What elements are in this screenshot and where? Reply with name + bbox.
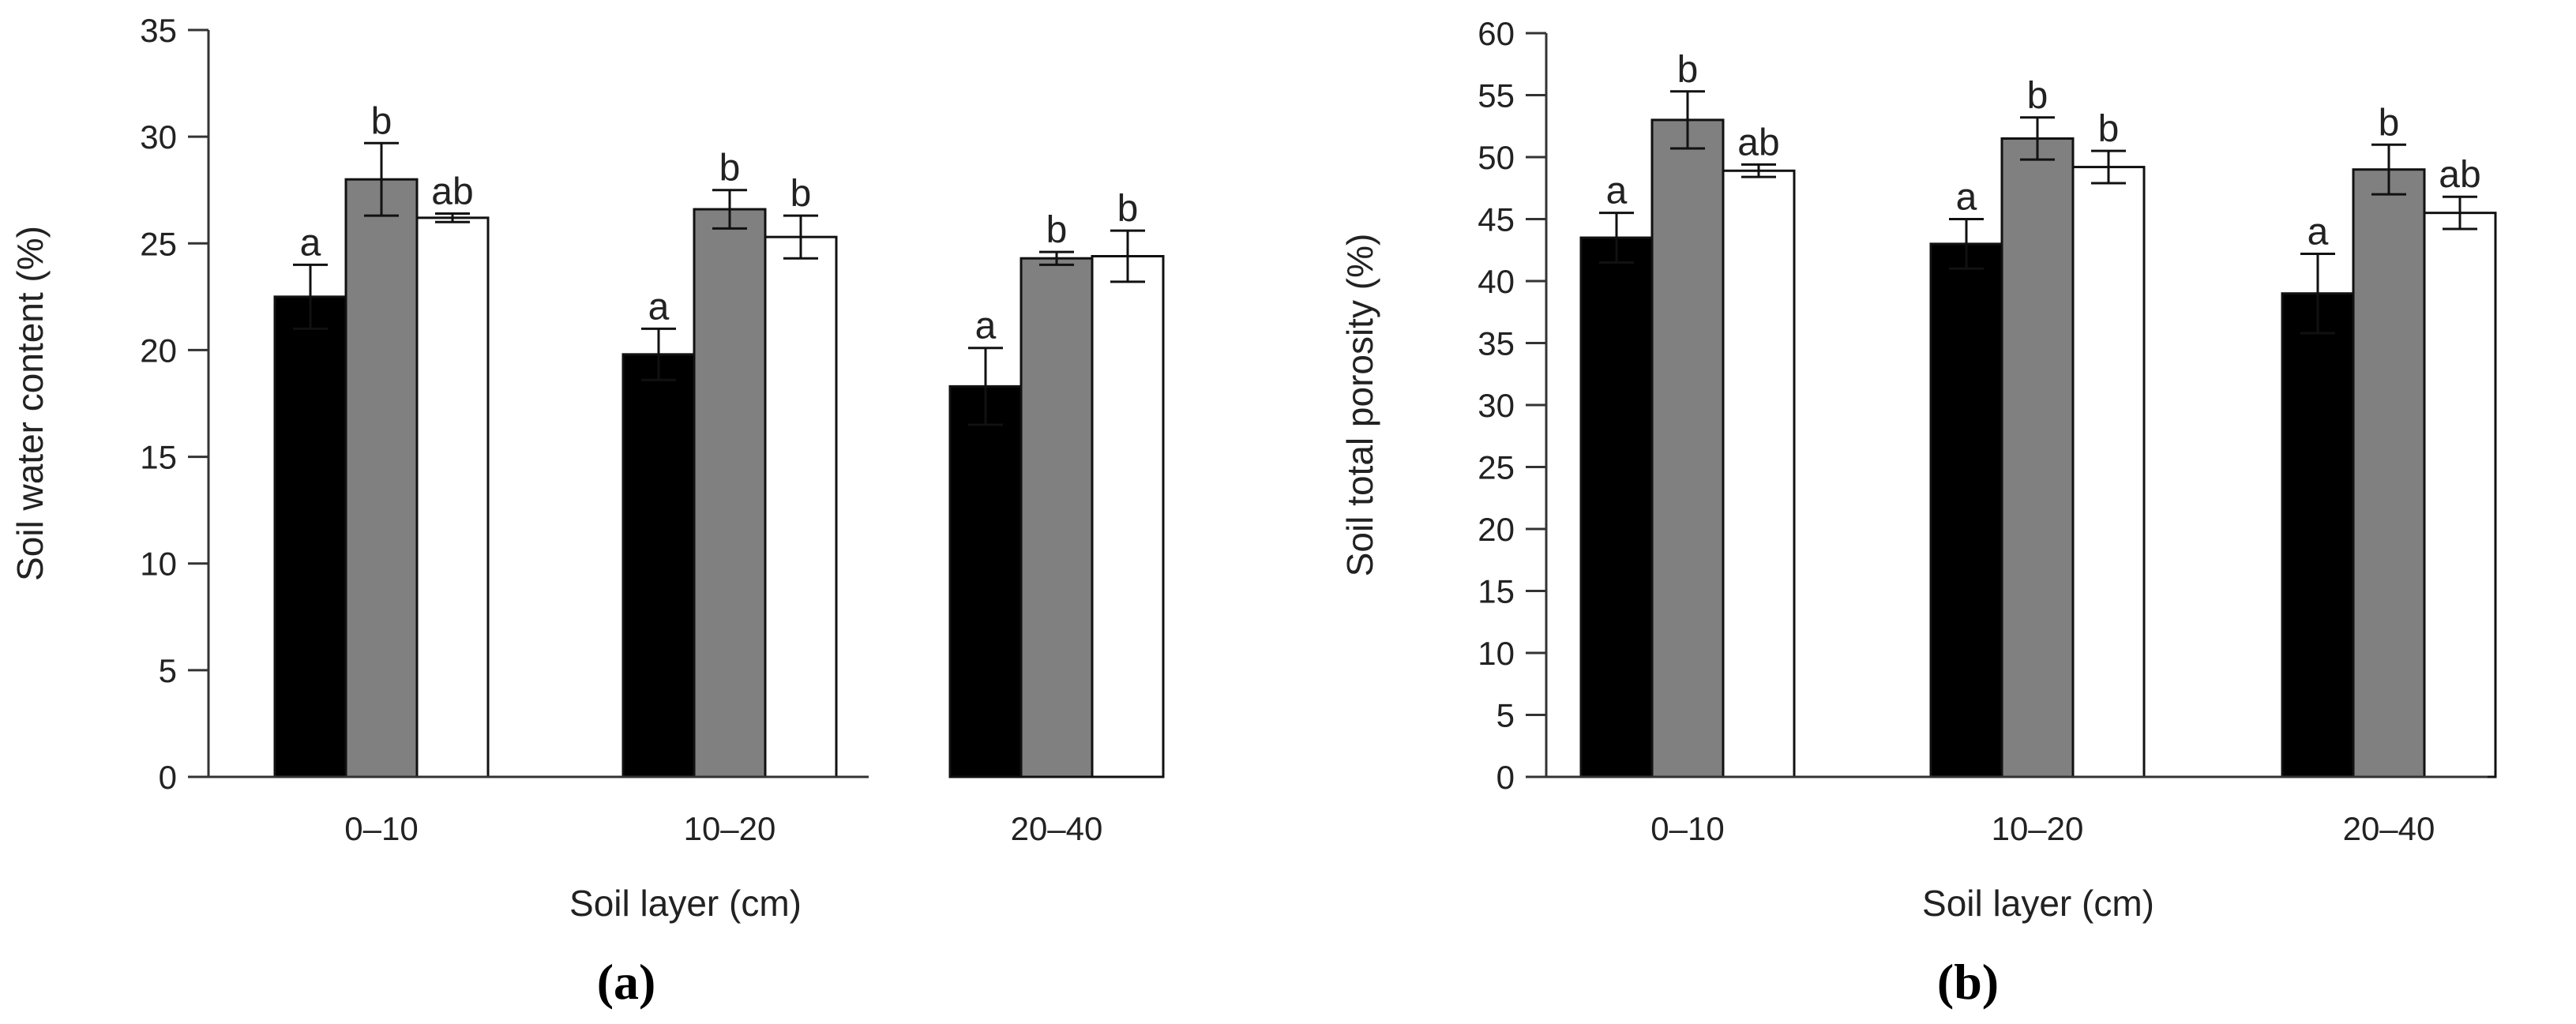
y-tick-label: 10 — [140, 546, 177, 583]
y-tick-label: 35 — [140, 12, 177, 49]
y-tick-label: 50 — [1478, 139, 1515, 176]
bar — [1929, 242, 2003, 778]
bar — [2352, 168, 2426, 778]
bar — [2071, 166, 2146, 778]
x-tick-label: 10–20 — [1992, 810, 2084, 847]
bar — [2423, 212, 2497, 778]
chart-b: abab0–10abb10–20abab20–40051015202530354… — [1339, 15, 2497, 1010]
bar — [1722, 169, 1796, 778]
significance-label: a — [300, 222, 321, 264]
y-tick-label: 25 — [140, 225, 177, 262]
bar — [621, 353, 696, 778]
y-tick-label: 30 — [140, 118, 177, 156]
significance-label: b — [1046, 209, 1068, 251]
significance-label: b — [371, 100, 392, 142]
significance-label: b — [790, 173, 812, 215]
bar — [344, 178, 419, 778]
bar — [2000, 137, 2075, 778]
significance-label: ab — [2439, 154, 2480, 196]
significance-label: b — [1117, 188, 1139, 230]
significance-label: a — [2308, 211, 2329, 253]
bar — [1091, 255, 1165, 778]
y-tick-label: 20 — [140, 332, 177, 369]
y-axis-label: Soil total porosity (%) — [1339, 234, 1380, 577]
bar — [1020, 257, 1094, 778]
significance-label: b — [2098, 108, 2120, 150]
y-tick-label: 30 — [1478, 387, 1515, 424]
significance-label: b — [2379, 102, 2400, 144]
y-tick-label: 45 — [1478, 201, 1515, 238]
y-tick-label: 25 — [1478, 449, 1515, 486]
significance-label: ab — [431, 171, 473, 212]
significance-label: a — [648, 286, 670, 328]
y-tick-label: 5 — [159, 652, 177, 689]
x-axis-label: Soil layer (cm) — [569, 883, 802, 924]
significance-label: a — [1606, 171, 1628, 212]
y-tick-label: 15 — [140, 439, 177, 476]
y-tick-label: 15 — [1478, 573, 1515, 610]
significance-label: ab — [1737, 122, 1779, 163]
bar — [948, 384, 1023, 778]
x-tick-label: 0–10 — [1650, 810, 1724, 847]
panel-label: (b) — [1937, 954, 1999, 1010]
y-tick-label: 55 — [1478, 77, 1515, 114]
significance-label: b — [719, 148, 741, 189]
y-tick-label: 5 — [1496, 697, 1515, 734]
bar — [273, 295, 347, 778]
chart-a: abab0–10abb10–20abb20–4005101520253035So… — [9, 12, 1165, 1010]
panel-label: (a) — [597, 954, 656, 1010]
bar — [415, 216, 490, 778]
x-tick-label: 20–40 — [1011, 810, 1103, 847]
significance-label: a — [1956, 177, 1977, 219]
bar — [693, 208, 767, 778]
significance-label: b — [1677, 49, 1699, 91]
bar — [764, 235, 838, 778]
significance-label: b — [2027, 75, 2048, 117]
bar — [1579, 236, 1654, 778]
x-axis-label: Soil layer (cm) — [1922, 883, 2154, 924]
y-tick-label: 10 — [1478, 635, 1515, 672]
x-tick-label: 20–40 — [2343, 810, 2435, 847]
y-tick-label: 20 — [1478, 511, 1515, 548]
y-tick-label: 60 — [1478, 15, 1515, 52]
y-axis-label: Soil water content (%) — [9, 226, 51, 581]
y-tick-label: 35 — [1478, 325, 1515, 362]
bar — [2281, 292, 2355, 778]
y-tick-label: 40 — [1478, 263, 1515, 300]
bar — [1650, 118, 1725, 778]
y-tick-label: 0 — [159, 759, 177, 796]
x-tick-label: 10–20 — [684, 810, 776, 847]
y-tick-label: 0 — [1496, 759, 1515, 796]
significance-label: a — [975, 306, 997, 347]
x-tick-label: 0–10 — [344, 810, 418, 847]
